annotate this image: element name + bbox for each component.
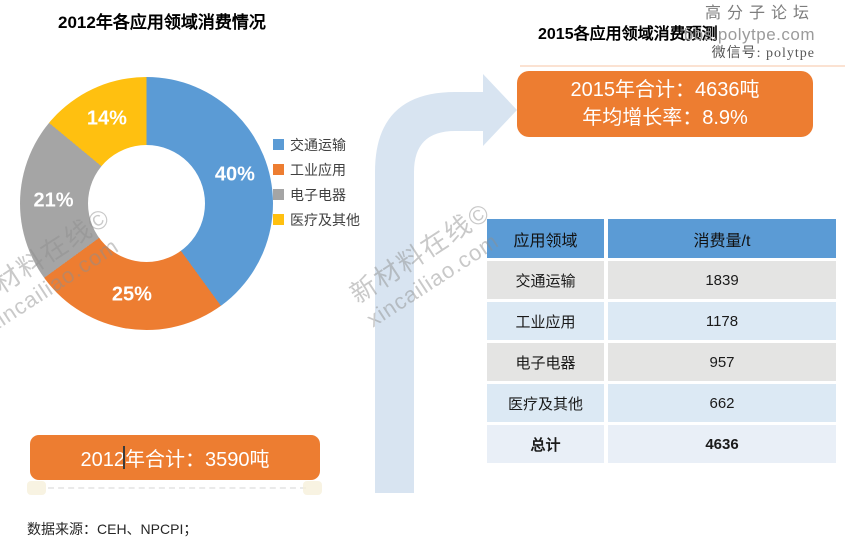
table-cell-field: 交通运输 [487,261,604,299]
left-chart-title: 2012年各应用领域消费情况 [58,13,266,32]
table-cell-field: 电子电器 [487,343,604,381]
table-header-field: 应用领域 [487,219,604,258]
summary-box-2015: 2015年合计：4636吨 年均增长率：8.9% [517,71,813,137]
table-cell-volume: 1839 [608,261,836,299]
source-note: 数据来源：CEH、NPCPI； [27,521,198,537]
legend-swatch-icon [273,164,284,175]
legend-swatch-icon [273,139,284,150]
donut-label: 40% [214,163,255,186]
table-cell-volume: 1178 [608,302,836,340]
legend-label: 交通运输 [290,136,346,153]
text-cursor [123,446,125,469]
table-row: 交通运输 1839 [487,261,836,299]
table-total-row: 总计 4636 [487,425,836,463]
diagonal-watermark-center: 新材料在线© xincailiao.com [342,192,511,333]
table-cell-field: 总计 [487,425,604,463]
donut-label: 14% [86,107,127,130]
donut-label: 25% [111,283,152,306]
legend-swatch-icon [273,214,284,225]
legend-item: 医疗及其他 [273,207,360,232]
summary-box-2012: 2012年合计：3590吨 [30,435,320,480]
legend-item: 交通运输 [273,132,360,157]
table-cell-field: 医疗及其他 [487,384,604,422]
table-row: 工业应用 1178 [487,302,836,340]
donut-chart: 40% 25% 21% 14% [20,77,273,330]
faded-divider-line [520,65,845,67]
forum-watermark-wechat: 微信号: polytpe [711,46,815,62]
faded-mark-right [303,481,322,495]
faded-dashed-line [48,487,306,489]
legend-label: 工业应用 [290,161,346,178]
table-header-row: 应用领域 消费量/t [487,219,836,258]
legend-label: 医疗及其他 [290,211,360,228]
table-cell-volume: 662 [608,384,836,422]
legend-item: 工业应用 [273,157,360,182]
legend: 交通运输工业应用电子电器医疗及其他 [273,132,360,232]
faded-mark-left [27,481,46,495]
donut-label: 21% [33,189,74,212]
legend-swatch-icon [273,189,284,200]
summary-2012-total: 2012年合计：3590吨 [80,449,270,471]
table-row: 电子电器 957 [487,343,836,381]
donut-hole [88,145,205,262]
legend-label: 电子电器 [290,186,346,203]
legend-item: 电子电器 [273,182,360,207]
summary-2015-total: 2015年合计：4636吨 [570,79,760,101]
table-cell-field: 工业应用 [487,302,604,340]
summary-2015-growth: 年均增长率：8.9% [582,107,748,129]
table-cell-volume: 4636 [608,425,836,463]
consumption-table: 应用领域 消费量/t 交通运输 1839 工业应用 1178 电子电器 957 医疗及其他 6… [487,219,836,463]
table-header-volume: 消费量/t [608,219,836,258]
table-row: 医疗及其他 662 [487,384,836,422]
right-panel-title: 2015各应用领域消费预测 [538,26,718,43]
watermark-brand-text: 新材料在线© [344,196,497,310]
table-cell-volume: 957 [608,343,836,381]
